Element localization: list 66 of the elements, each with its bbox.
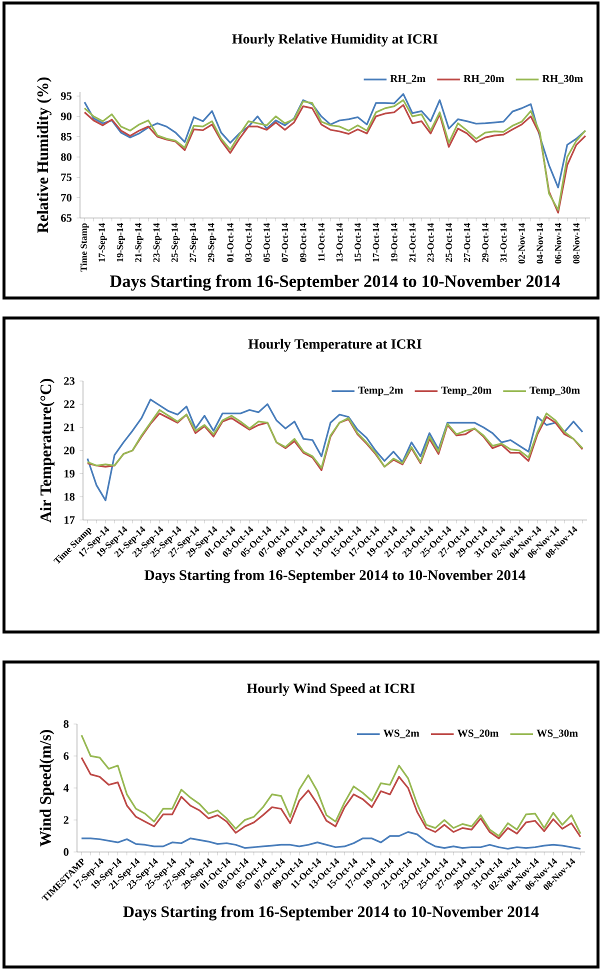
y-tick-label: 18	[64, 493, 75, 501]
legend-label: Temp_2m	[358, 386, 404, 396]
y-tick-label: 90	[60, 112, 72, 120]
x-tick-label: 01-Oct-14	[227, 223, 234, 262]
legend-label: WS_20m	[457, 730, 499, 738]
y-axis-title: Relative Humidity (%)	[36, 77, 52, 233]
x-tick-label: 19-Sep-14	[116, 223, 126, 262]
x-tick-label: 29-Sep-14	[208, 223, 216, 262]
chart-title: Hourly Temperature at ICRI	[248, 338, 422, 352]
x-tick-label: 13-Oct-14	[336, 223, 343, 262]
y-tick-label: 4	[63, 784, 69, 792]
x-tick-label: 11-Oct-14	[318, 223, 324, 262]
x-tick-label: 23-Oct-14	[427, 223, 434, 262]
x-tick-label: 17-Oct-14	[372, 223, 380, 262]
legend-label: RH_30m	[542, 74, 583, 84]
y-tick-label: 65	[61, 214, 72, 222]
chart-title: Hourly Relative Humidity at ICRI	[232, 34, 438, 47]
y-tick-label: 2	[64, 816, 68, 824]
x-tick-label: 21-Sep-14	[135, 223, 144, 262]
x-tick-label: 29-Oct-14	[482, 223, 488, 262]
line-series	[80, 756, 582, 840]
x-tick-label: 27-Oct-14	[464, 223, 470, 262]
y-tick-label: 17	[64, 516, 75, 524]
x-tick-label: 25-Sep-14	[172, 223, 180, 262]
x-tick-label: 17-Sep-14	[98, 223, 107, 262]
y-tick-label: 95	[60, 92, 72, 100]
x-tick-label: 08-Nov-14	[573, 223, 580, 264]
legend-label: WS_30m	[536, 730, 578, 738]
x-tick-label: 04-Nov-14	[536, 223, 544, 264]
y-tick-label: 8	[64, 720, 69, 728]
y-tick-label: 0	[64, 848, 69, 856]
y-tick-label: 6	[64, 752, 69, 760]
y-tick-label: 21	[64, 424, 74, 432]
legend-label: Temp_20m	[441, 386, 492, 396]
x-axis-title: Days Starting from 16-September 2014 to 10-November 2014	[123, 906, 539, 921]
x-tick-label: Time Stamp	[80, 223, 89, 272]
x-tick-label: 07-Oct-14	[282, 223, 288, 262]
x-tick-label: 03-Oct-14	[245, 223, 252, 262]
y-tick-label: 19	[64, 470, 75, 478]
chart-title: Hourly Wind Speed at ICRI	[246, 683, 415, 696]
x-tick-label: 21-Oct-14	[409, 223, 416, 262]
x-tick-label: 25-Oct-14	[446, 223, 452, 262]
y-tick-label: 75	[61, 174, 72, 182]
y-axis-title: Wind Speed(m/s)	[40, 730, 54, 847]
legend-label: Temp_30m	[530, 386, 580, 396]
legend-label: RH_20m	[464, 74, 504, 84]
y-axis-title: Air Temperature(°C)	[40, 378, 54, 523]
y-tick-label: 23	[64, 377, 75, 385]
y-tick-label: 85	[61, 132, 72, 141]
x-tick-label: 19-Oct-14	[391, 223, 398, 262]
y-tick-label: 80	[61, 153, 72, 161]
y-tick-label: 20	[64, 446, 75, 454]
y-tick-label: 22	[64, 400, 74, 408]
x-axis-title: Days Starting from 16-September 2014 to 10-November 2014	[110, 274, 560, 291]
x-tick-label: 27-Sep-14	[190, 223, 198, 262]
legend-label: RH_2m	[390, 74, 426, 84]
legend-label: WS_2m	[383, 730, 420, 738]
x-tick-label: 05-Oct-14	[264, 223, 270, 262]
x-tick-label: 31-Oct-14	[500, 223, 507, 262]
x-tick-label: 23-Sep-14	[153, 223, 162, 262]
x-tick-label: 06-Nov-14	[554, 223, 562, 264]
x-tick-label: 09-Oct-14	[300, 223, 306, 262]
x-tick-label: 15-Oct-14	[354, 223, 361, 262]
x-axis-title: Days Starting from 16-September 2014 to 10-November 2014	[144, 570, 526, 584]
y-tick-label: 70	[61, 194, 72, 202]
x-tick-label: 02-Nov-14	[518, 223, 525, 264]
